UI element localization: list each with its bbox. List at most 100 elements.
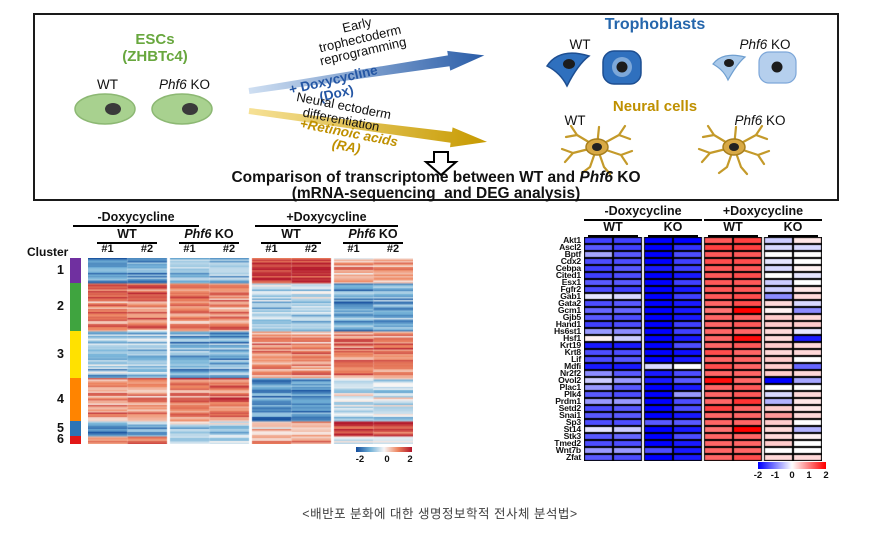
gene-label: Krt19 [560,340,581,350]
replicate-label: #2 [304,243,318,255]
retinoic-arrow [248,108,488,148]
gene-heatmap-canvas [584,237,822,461]
gene-label: Nr2f2 [560,368,581,378]
cluster-bar-segment [70,378,81,421]
gene-label: Prdm1 [555,396,581,406]
gene-label: Akt1 [563,235,581,245]
gene-label: Tmed2 [554,438,581,448]
gene-label: Cdx2 [560,256,581,266]
colorbar-tick: 0 [384,454,390,465]
neuron-cells-illustration [560,124,771,176]
esc-title-line2: (ZHBTc4) [122,48,188,66]
colorbar-tick: -2 [355,454,365,465]
esc-wt-label: WT [97,77,118,92]
group-header: KO [648,221,698,237]
gene-label: Ovol2 [558,375,581,385]
comparison-text-line1: Comparison of transcriptome between WT a… [35,169,837,187]
group-header: KO [768,221,818,237]
cluster-number: 6 [57,432,64,446]
esc-ko-label: Phf6 KO [147,77,222,92]
cluster-number: 2 [57,299,64,313]
experimental-scheme-panel: ESCs (ZHBTc4) WT Phf6 KO [33,13,839,202]
gene-label: Ascl2 [559,242,581,252]
gene-label: Cebpa [555,263,581,273]
ko-suffix: KO [767,37,791,52]
colorbar-tick: 2 [407,454,413,465]
phf6-gene-name: Phf6 [739,37,768,52]
cluster-axis-label: Cluster [27,245,69,259]
gene-label: Hand1 [555,319,581,329]
gene-label: Lif [571,354,581,364]
cluster-bar-segment [70,283,81,331]
group-header: Phf6 KO [179,227,239,244]
condition-header: -Doxycycline [584,205,702,221]
gene-label: Hs6st1 [554,326,581,336]
esc-cells-illustration [74,93,213,125]
gene-label: Bptf [564,249,582,259]
trophoblast-wt-label: WT [569,37,591,52]
gene-label: Snai1 [559,410,581,420]
comparison-suffix: KO [612,169,641,186]
colorbar-tick: 2 [823,470,829,481]
group-header: WT [708,221,758,237]
ko-suffix: KO [762,113,786,128]
esc-title-line1: ESCs [135,31,175,48]
colorbar-tick: 1 [806,470,812,481]
cluster-bar-segment [70,258,81,283]
condition-header: +Doxycycline [704,205,822,221]
phf6-gene-name: Phf6 [158,77,187,92]
gene-label: Zfat [566,452,581,462]
replicate-label: #1 [101,243,114,255]
phf6-gene-name: Phf6 [734,113,763,128]
replicate-label: #1 [347,243,360,255]
cluster-number: 5 [57,420,64,435]
esc-title: ESCs (ZHBTc4) [90,31,220,66]
gene-label: Krt8 [564,347,582,357]
gene-label: Plk4 [564,389,581,399]
cluster-bar-segment [70,421,81,436]
neural-wt-label: WT [564,113,586,128]
gene-label: Setd2 [558,403,582,413]
gene-label: Wnt7b [555,445,581,455]
replicate-label: #2 [222,243,236,255]
gene-label: Gata2 [558,298,581,308]
comparison-text-line2: (mRNA-sequencing and DEG analysis) [291,185,581,202]
phf6-gene-name: Phf6 [579,169,613,186]
neural-ko-label: Phf6 KO [715,113,805,128]
gene-label: Esx1 [561,277,581,287]
replicate-label: #2 [386,243,400,255]
ko-suffix: KO [186,77,211,92]
replicate-label: #1 [265,243,278,255]
gene-label: Sp3 [565,417,581,427]
group-header: WT [97,227,157,244]
gene-label: Fgfr2 [560,284,582,294]
gene-label: Mdfi [564,361,581,371]
colorbar-tick: -2 [753,470,763,481]
cluster-number: 4 [57,391,64,406]
gene-label: Cited1 [555,270,581,280]
gene-label: Stk3 [563,431,582,441]
replicate-label: #1 [183,243,196,255]
colorbar-tick: 0 [789,470,795,481]
cluster-number: 3 [57,346,64,361]
downward-arrow-icon [423,151,459,177]
comparison-prefix: Comparison of transcriptome between WT a… [231,169,580,186]
neural-cells-title: Neural cells [612,98,698,115]
gene-label: Gcm1 [557,305,581,315]
gene-heatmap-colorbar [758,462,826,469]
condition-header: -Doxycycline [73,210,199,227]
cluster-bar-segment [70,331,81,378]
gene-label: St14 [563,424,582,434]
group-header: WT [261,227,321,244]
trophectoderm-arrow [248,50,485,94]
cluster-heatmap-canvas [88,258,413,444]
gene-label: Gjb5 [562,312,582,322]
cluster-heatmap-colorbar [356,447,412,452]
gene-label: Plac1 [559,382,582,392]
group-header: Phf6 KO [343,227,403,244]
replicate-label: #2 [140,243,154,255]
cluster-number: 1 [57,262,64,277]
